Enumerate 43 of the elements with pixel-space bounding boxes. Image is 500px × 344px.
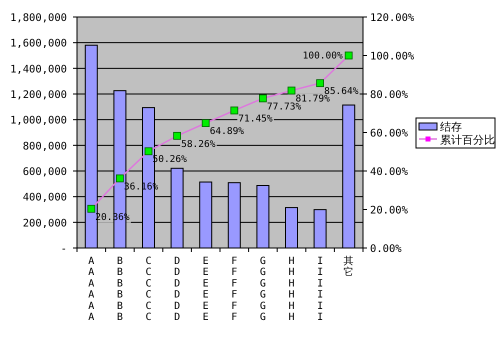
y2-tick-label: 20.00% [370, 204, 409, 216]
y-tick-label: - [60, 243, 67, 255]
y-tick-label: 1,400,000 [10, 63, 67, 76]
y2-tick-label: 40.00% [370, 166, 409, 178]
legend-label: 累计百分比 [440, 134, 495, 146]
point [344, 52, 353, 60]
y-tick-label: 1,600,000 [10, 38, 67, 50]
x-tick-label: AAAAAA [88, 256, 94, 323]
y-tick-label: 1,800,000 [10, 12, 67, 24]
x-tick-label: IIIIII [317, 256, 324, 323]
point [116, 174, 124, 182]
x-tick-label: CCCCCC [145, 256, 152, 323]
data-label: 100.00% [302, 50, 343, 62]
x-tick-label: HHHHHH [288, 256, 295, 323]
y-tick-label: 200,000 [22, 217, 67, 230]
x-tick-label: FFFFFF [231, 256, 238, 323]
point [259, 94, 267, 102]
y2-tick-label: 0.00% [370, 243, 402, 255]
y-tick-label: 800,000 [22, 140, 67, 152]
legend-label: 结存 [440, 120, 462, 134]
point [316, 79, 324, 88]
point [144, 147, 152, 156]
y-tick-label: 1,200,000 [10, 89, 67, 101]
data-label: 58.26% [181, 138, 216, 150]
point [288, 86, 296, 94]
y-tick-label: 400,000 [22, 192, 67, 204]
data-label: 64.89% [210, 126, 244, 138]
x-tick-label: BBBBBB [116, 256, 123, 323]
x-tick-label: 其它 [344, 255, 354, 278]
x-tick-label: DDDDDD [174, 256, 180, 323]
x-tick-label: GGGGGG [260, 256, 266, 323]
y2-tick-label: 80.00% [370, 89, 409, 101]
x-tick-label: EEEEEE [202, 256, 209, 323]
point [202, 119, 210, 127]
y2-tick-label: 60.00% [370, 128, 409, 140]
point [87, 204, 96, 213]
y2-tick-label: 100.00% [370, 50, 415, 62]
y-tick-label: 600,000 [22, 166, 67, 178]
data-label: 71.45% [238, 113, 273, 124]
point [173, 132, 181, 140]
y-tick-label: 1,000,000 [10, 114, 67, 127]
point [230, 106, 238, 114]
y2-tick-label: 120.00% [370, 12, 415, 24]
